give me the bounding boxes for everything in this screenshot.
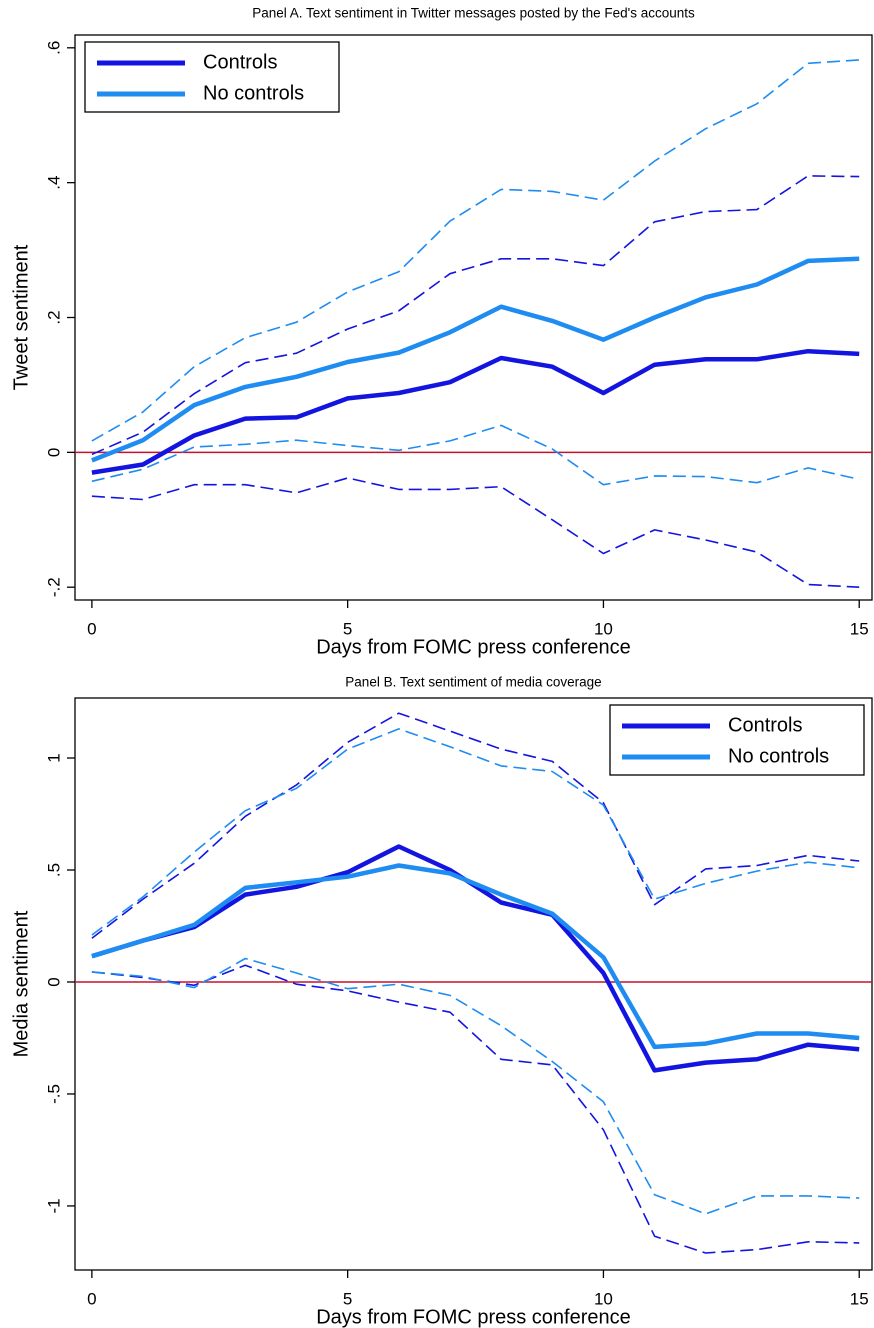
legend-box (84, 41, 340, 113)
confidence-band-line (91, 712, 860, 939)
y-tick-label: .2 (44, 310, 63, 324)
confidence-band-line (91, 728, 860, 936)
series-line (91, 348, 860, 475)
y-tick-label: .6 (44, 41, 63, 55)
legend-box (609, 704, 865, 776)
y-tick-label: .4 (44, 176, 63, 190)
chart-title: Panel A. Text sentiment in Twitter messa… (252, 6, 695, 21)
x-tick-label: 10 (594, 1289, 613, 1308)
series-line (91, 256, 860, 463)
x-tick-label: 0 (87, 619, 96, 638)
x-tick-label: 15 (850, 1289, 869, 1308)
y-tick-label: 0 (44, 448, 63, 457)
x-tick-label: 0 (87, 1289, 96, 1308)
confidence-band-line (91, 957, 860, 1215)
y-tick-label: .5 (44, 863, 63, 877)
confidence-band-line (91, 175, 860, 456)
x-tick-label: 15 (850, 619, 869, 638)
confidence-band-line (91, 964, 860, 1254)
legend-label: Controls (203, 51, 277, 73)
confidence-band-line (91, 424, 860, 486)
y-tick-label: 0 (44, 977, 63, 986)
x-axis-label: Days from FOMC press conference (316, 636, 631, 658)
x-tick-label: 5 (343, 619, 352, 638)
y-tick-label: -.5 (44, 1084, 63, 1104)
y-tick-label: 1 (44, 753, 63, 762)
confidence-band-line (91, 477, 860, 588)
plot-frame (74, 34, 873, 601)
legend-label: No controls (203, 82, 304, 104)
plot-frame (74, 697, 873, 1271)
legend-label: No controls (728, 745, 829, 767)
series-line (91, 863, 860, 1050)
y-tick-label: -.2 (44, 577, 63, 597)
confidence-band-line (91, 59, 860, 442)
x-tick-label: 5 (343, 1289, 352, 1308)
y-axis-label: Media sentiment (10, 910, 32, 1057)
x-axis-label: Days from FOMC press conference (316, 1306, 631, 1328)
y-tick-label: -1 (44, 1198, 63, 1213)
chart-title: Panel B. Text sentiment of media coverag… (345, 675, 601, 690)
x-tick-label: 10 (594, 619, 613, 638)
y-axis-label: Tweet sentiment (10, 244, 32, 390)
legend: Controls No controls (609, 704, 865, 776)
legend-label: Controls (728, 714, 802, 736)
legend: Controls No controls (84, 41, 340, 113)
